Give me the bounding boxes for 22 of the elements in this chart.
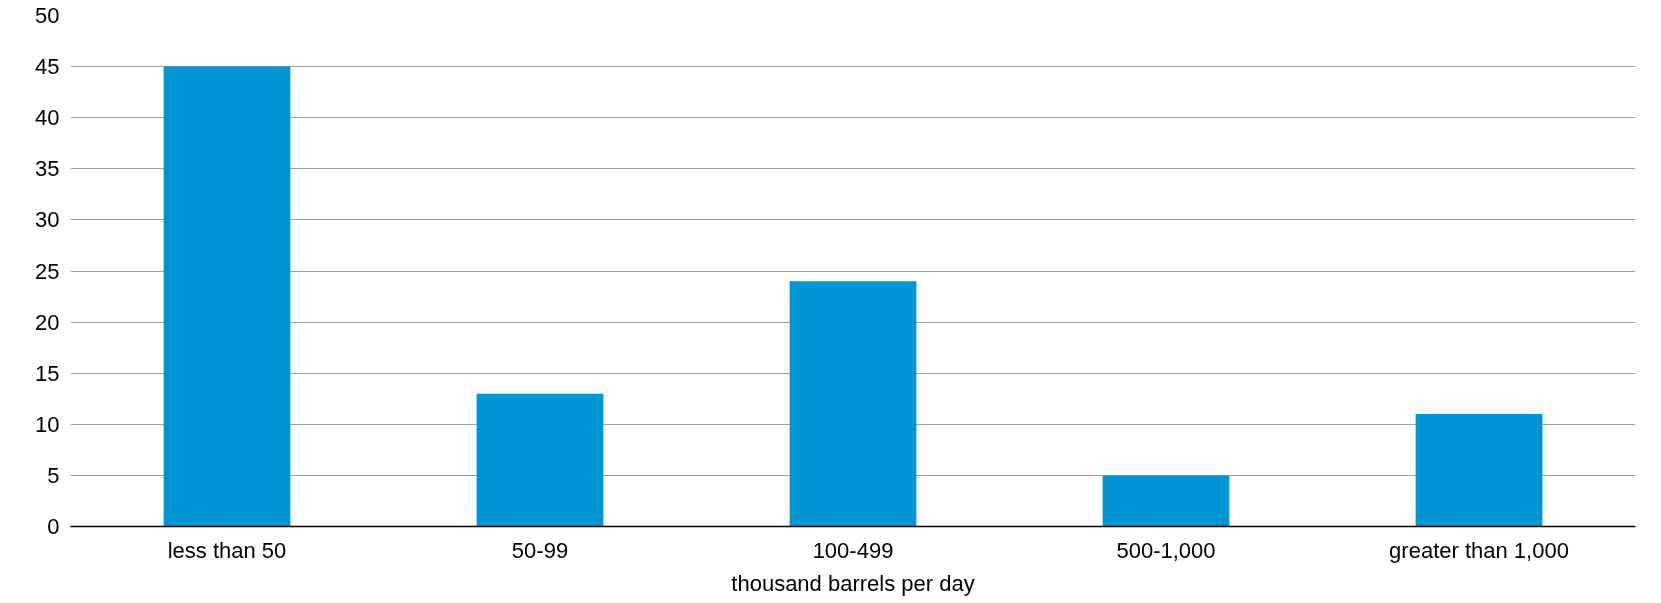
y-tick-label: 0 (47, 514, 60, 539)
bar (1102, 475, 1230, 527)
y-tick-label: 20 (35, 309, 60, 335)
x-tick-label: 50-99 (511, 537, 569, 563)
x-tick-label: 100-499 (812, 537, 894, 563)
y-tick-label: 25 (35, 258, 60, 284)
y-tick-label: 40 (35, 105, 60, 131)
bar (1415, 414, 1543, 527)
x-tick-label: greater than 1,000 (1389, 537, 1569, 563)
y-tick-label: 10 (35, 411, 60, 437)
y-tick-label: 30 (35, 207, 60, 233)
bar (789, 281, 917, 527)
y-tick-label: 15 (35, 360, 60, 386)
bar (163, 66, 291, 527)
y-tick-label: 45 (35, 54, 60, 80)
y-tick-label: 5 (47, 462, 60, 488)
x-tick-label: less than 50 (167, 537, 287, 563)
x-axis-title: thousand barrels per day (731, 570, 975, 596)
y-tick-label: 50 (35, 3, 60, 28)
y-tick-label: 35 (35, 156, 60, 182)
bar (476, 393, 604, 527)
x-tick-label: 500-1,000 (1116, 537, 1216, 563)
